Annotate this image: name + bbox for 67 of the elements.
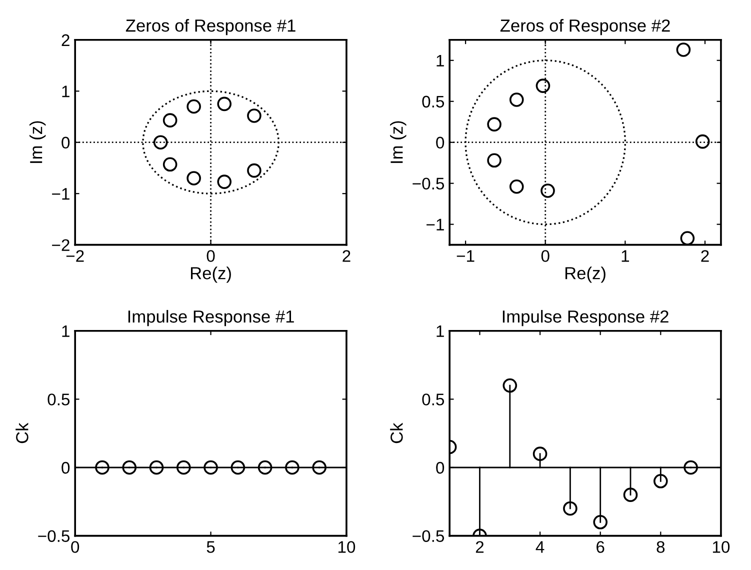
point (676, 42, 691, 57)
point (509, 92, 524, 107)
point (217, 96, 232, 112)
y-tick-label: 1 (436, 325, 444, 337)
point (186, 99, 201, 114)
point (654, 474, 668, 488)
y-tick-label: −2 (52, 239, 70, 251)
point (217, 174, 232, 189)
point (153, 135, 168, 150)
y-tick-label: −1 (426, 218, 444, 230)
y-tick-label: 2 (62, 34, 70, 46)
x-tick-label: 4 (536, 541, 544, 553)
x-tick-label: 0 (71, 541, 80, 553)
y-tick-label: 0.5 (422, 96, 444, 108)
y-tick-label: 0 (62, 462, 70, 474)
y-tick-label: 0 (62, 136, 70, 149)
y-axis-title: Ck (390, 422, 403, 444)
y-tick-label: 0 (436, 462, 444, 474)
y-tick-label: 1 (62, 325, 70, 337)
y-tick-label: −1 (52, 188, 70, 200)
point (593, 514, 608, 530)
point (502, 378, 518, 393)
x-tick-label: 2 (476, 541, 484, 553)
chart-title: Impulse Response #2 (502, 310, 668, 326)
x-tick-label: 2 (342, 250, 350, 262)
x-tick-label: 5 (206, 541, 215, 553)
point (684, 460, 698, 475)
y-tick-label: 0.5 (48, 394, 70, 406)
x-tick-label: −1 (456, 250, 474, 262)
point (532, 446, 548, 461)
point (623, 488, 638, 502)
x-tick-label: 0 (541, 250, 550, 262)
y-axis-title: Im (z) (390, 121, 406, 163)
y-axis-title: Im (z) (29, 121, 46, 163)
y-tick-label: 1 (436, 54, 444, 66)
point (540, 184, 555, 198)
y-tick-label: 0 (436, 136, 444, 149)
y-tick-label: −0.5 (412, 530, 444, 542)
chart-title: Zeros of Response #1 (126, 19, 296, 36)
y-axis-title: Ck (16, 422, 28, 444)
point (509, 179, 524, 194)
x-tick-label: 1 (622, 250, 630, 262)
x-tick-label: 10 (712, 541, 730, 553)
point (563, 501, 578, 516)
x-axis-title: Re(z) (565, 266, 606, 283)
x-tick-label: 10 (338, 541, 356, 553)
chart-title: Impulse Response #1 (128, 310, 294, 326)
point (162, 113, 178, 128)
point (536, 78, 550, 93)
point (695, 134, 710, 149)
y-tick-label: 1 (62, 86, 70, 98)
point (162, 157, 178, 172)
x-axis-title: Re(z) (190, 266, 231, 283)
point (247, 108, 262, 123)
point (680, 231, 695, 245)
x-tick-label: 0 (206, 250, 215, 262)
point (247, 163, 262, 178)
y-tick-label: −0.5 (38, 530, 70, 542)
y-tick-label: −0.5 (412, 178, 444, 190)
point (487, 153, 502, 168)
point (186, 171, 201, 186)
x-tick-label: 8 (656, 541, 665, 553)
x-tick-label: 2 (701, 250, 709, 262)
point (487, 117, 502, 132)
chart-title: Zeros of Response #2 (500, 19, 670, 36)
y-tick-label: 0.5 (422, 394, 444, 406)
x-tick-label: 6 (596, 541, 604, 553)
